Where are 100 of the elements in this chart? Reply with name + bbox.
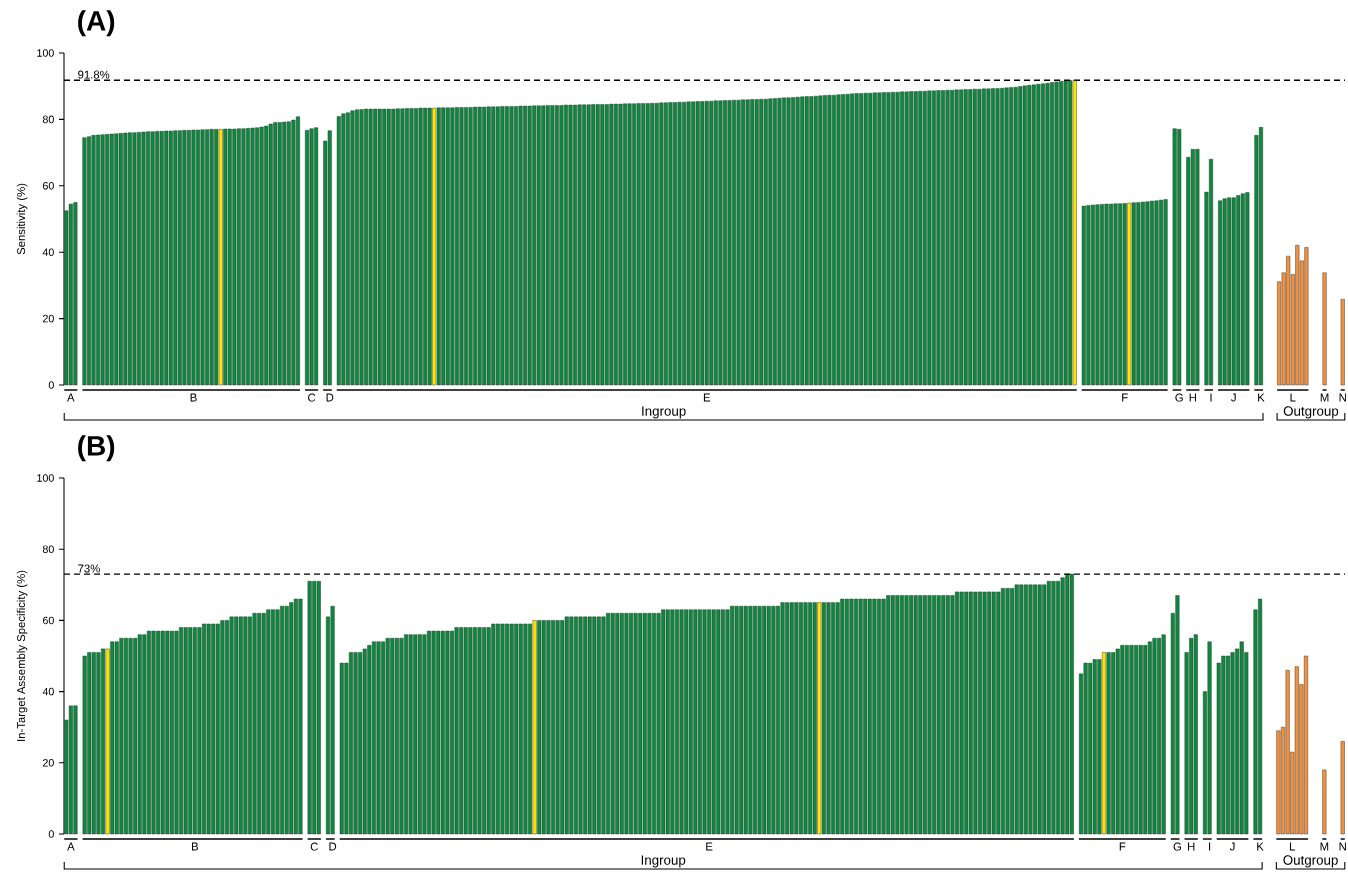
x-tick-label: H bbox=[1188, 842, 1195, 851]
bar bbox=[168, 130, 173, 386]
bar bbox=[586, 104, 591, 386]
ref-line-label: 91.8% bbox=[78, 70, 110, 79]
bar bbox=[795, 96, 800, 386]
bar bbox=[786, 97, 791, 386]
bar bbox=[206, 623, 211, 835]
bar bbox=[459, 107, 464, 386]
x-tick-label: E bbox=[703, 393, 711, 402]
bar bbox=[1014, 584, 1019, 835]
bar bbox=[409, 108, 414, 386]
bar bbox=[1322, 769, 1327, 835]
bar bbox=[1231, 197, 1236, 386]
bar bbox=[654, 102, 659, 386]
bar bbox=[954, 89, 959, 386]
bar bbox=[1060, 577, 1065, 835]
bar bbox=[268, 123, 273, 386]
bar bbox=[1303, 655, 1309, 835]
bar bbox=[858, 598, 863, 835]
bar bbox=[945, 89, 950, 386]
bar bbox=[513, 106, 519, 386]
bar bbox=[227, 128, 232, 386]
bar bbox=[881, 598, 886, 835]
x-tick-label: I bbox=[1210, 393, 1212, 402]
bar bbox=[295, 116, 300, 386]
bar bbox=[354, 109, 360, 386]
bar bbox=[904, 91, 909, 386]
bar bbox=[636, 103, 641, 386]
bar bbox=[1081, 205, 1086, 386]
bar bbox=[495, 106, 500, 386]
bar bbox=[645, 103, 650, 386]
bar bbox=[1207, 641, 1212, 835]
bar bbox=[1013, 86, 1018, 386]
bar bbox=[252, 613, 257, 835]
chart-title: (B) bbox=[78, 435, 115, 462]
bar bbox=[218, 129, 223, 386]
y-tick-label: 20 bbox=[42, 759, 54, 767]
text: Ingroup bbox=[641, 855, 686, 868]
bar bbox=[876, 598, 882, 835]
bar bbox=[853, 598, 859, 835]
bar bbox=[362, 648, 367, 835]
bar bbox=[330, 605, 335, 835]
bar bbox=[209, 129, 214, 386]
bar bbox=[159, 131, 164, 386]
bar bbox=[1005, 588, 1010, 835]
y-tick-label: 60 bbox=[42, 616, 54, 625]
bar bbox=[109, 133, 114, 386]
bar bbox=[160, 630, 165, 835]
bar bbox=[1022, 85, 1027, 386]
bar bbox=[995, 88, 1000, 386]
bar bbox=[688, 609, 693, 835]
bar bbox=[757, 605, 762, 835]
x-tick-label: M bbox=[1320, 842, 1329, 851]
bar bbox=[1054, 81, 1059, 386]
x-tick-label: B bbox=[192, 842, 199, 851]
bar bbox=[336, 116, 341, 386]
bar bbox=[904, 595, 909, 835]
y-tick-label: 20 bbox=[42, 314, 54, 323]
bar bbox=[377, 108, 382, 386]
bar bbox=[1276, 730, 1281, 835]
x-tick-label: K bbox=[1258, 393, 1265, 402]
bar bbox=[936, 595, 941, 835]
bar bbox=[1072, 79, 1077, 386]
x-tick-label: D bbox=[326, 393, 334, 402]
bar bbox=[711, 609, 716, 835]
x-tick-label: I bbox=[1209, 842, 1211, 851]
bar bbox=[845, 93, 850, 386]
bar bbox=[610, 613, 615, 835]
bar bbox=[578, 616, 583, 835]
bar bbox=[1163, 199, 1168, 386]
bar bbox=[532, 620, 537, 835]
text: Outgroup bbox=[1283, 406, 1339, 419]
bar bbox=[259, 126, 264, 386]
bar bbox=[922, 90, 927, 386]
ref-line-label: 73% bbox=[78, 564, 100, 573]
bar bbox=[752, 605, 758, 835]
bar bbox=[518, 105, 523, 386]
bar bbox=[1045, 82, 1050, 386]
y-tick-label: 0 bbox=[48, 381, 54, 389]
y-tick-label: 100 bbox=[37, 474, 54, 482]
x-tick-label: F bbox=[1119, 842, 1126, 851]
bar bbox=[91, 135, 96, 386]
x-tick-label: A bbox=[67, 393, 75, 402]
bar bbox=[977, 591, 983, 835]
bar bbox=[695, 101, 700, 386]
bar bbox=[895, 91, 900, 386]
text: Ingroup bbox=[642, 406, 686, 419]
bar bbox=[781, 97, 787, 386]
bar bbox=[704, 100, 709, 386]
bar bbox=[1222, 198, 1227, 386]
bar bbox=[1340, 741, 1345, 835]
bar bbox=[812, 602, 817, 835]
bar bbox=[191, 129, 196, 386]
bar bbox=[736, 99, 741, 386]
bar bbox=[385, 637, 390, 835]
x-tick-label: H bbox=[1189, 393, 1196, 402]
bar bbox=[972, 88, 977, 386]
bar bbox=[1063, 80, 1068, 386]
bar bbox=[1037, 584, 1042, 835]
y-axis-title: Sensitivity (%) bbox=[16, 183, 28, 255]
